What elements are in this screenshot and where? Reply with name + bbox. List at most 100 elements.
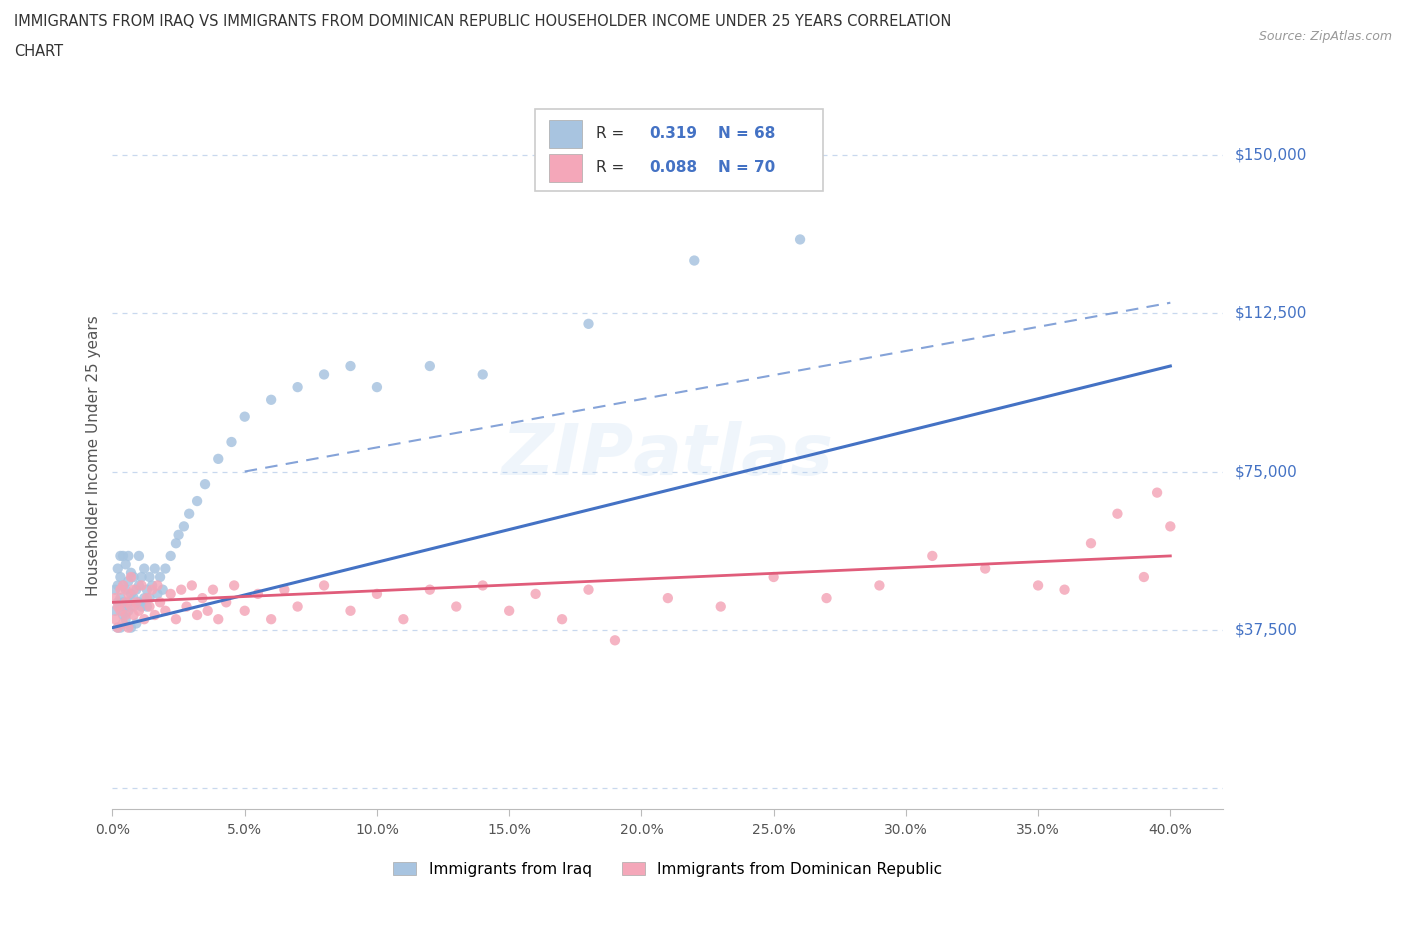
Point	[165, 612, 187, 627]
Point	[815, 591, 838, 605]
Text: $112,500: $112,500	[1234, 306, 1306, 321]
Point	[112, 595, 135, 610]
Point	[122, 569, 145, 584]
Point	[125, 582, 148, 597]
Point	[143, 561, 166, 576]
Point	[419, 582, 441, 597]
Point	[112, 578, 135, 593]
Text: ZIP​atlas: ZIP​atlas	[502, 421, 834, 490]
Text: 0.088: 0.088	[650, 160, 697, 176]
Point	[149, 569, 172, 584]
Point	[710, 599, 733, 614]
Point	[131, 578, 153, 593]
Point	[135, 599, 157, 614]
Point	[122, 599, 145, 614]
Point	[107, 595, 129, 610]
Point	[107, 578, 129, 593]
Point	[128, 549, 150, 564]
Point	[104, 591, 127, 605]
Point	[134, 612, 156, 627]
Point	[312, 578, 335, 593]
Point	[578, 316, 600, 331]
Point	[110, 591, 132, 605]
Point	[112, 578, 135, 593]
Point	[107, 620, 129, 635]
Point	[141, 582, 163, 597]
Point	[110, 620, 132, 635]
Point	[104, 582, 127, 597]
Point	[1080, 536, 1102, 551]
Point	[114, 582, 136, 597]
Point	[657, 591, 679, 605]
Text: $37,500: $37,500	[1234, 622, 1298, 637]
Point	[135, 582, 157, 597]
Point	[366, 379, 388, 394]
Point	[186, 494, 208, 509]
Point	[120, 565, 142, 580]
Point	[104, 612, 127, 627]
Point	[110, 582, 132, 597]
Point	[159, 587, 181, 602]
Text: R =: R =	[596, 160, 628, 176]
Point	[131, 599, 153, 614]
Point	[117, 620, 139, 635]
Point	[135, 591, 157, 605]
Point	[122, 607, 145, 622]
Point	[117, 604, 139, 618]
Text: 0.319: 0.319	[650, 126, 697, 141]
Point	[107, 620, 129, 635]
Point	[114, 599, 136, 614]
Point	[117, 595, 139, 610]
Point	[120, 569, 142, 584]
Point	[179, 506, 201, 521]
Point	[419, 359, 441, 374]
Point	[186, 607, 208, 622]
Point	[138, 599, 160, 614]
Point	[215, 595, 238, 610]
Point	[1026, 578, 1049, 593]
Text: $75,000: $75,000	[1234, 464, 1298, 479]
Point	[110, 604, 132, 618]
Point	[122, 582, 145, 597]
Point	[201, 582, 224, 597]
Point	[180, 578, 202, 593]
Point	[170, 582, 193, 597]
Point	[128, 604, 150, 618]
Point	[683, 253, 706, 268]
Point	[260, 392, 283, 407]
Point	[578, 582, 600, 597]
Point	[112, 616, 135, 631]
Point	[260, 612, 283, 627]
Point	[155, 604, 177, 618]
Point	[110, 569, 132, 584]
Point	[551, 612, 574, 627]
Point	[246, 587, 269, 602]
Text: R =: R =	[596, 126, 628, 141]
Point	[173, 519, 195, 534]
Point	[603, 633, 626, 648]
Point	[114, 607, 136, 622]
FancyBboxPatch shape	[534, 110, 824, 191]
Point	[191, 591, 214, 605]
Point	[207, 451, 229, 466]
Point	[141, 578, 163, 593]
Point	[789, 232, 811, 246]
Point	[921, 549, 943, 564]
Point	[974, 561, 997, 576]
Point	[134, 561, 156, 576]
Point	[107, 561, 129, 576]
Point	[149, 595, 172, 610]
Point	[207, 612, 229, 627]
Point	[114, 595, 136, 610]
Point	[176, 599, 198, 614]
Point	[143, 607, 166, 622]
Text: $150,000: $150,000	[1234, 148, 1306, 163]
Point	[233, 604, 256, 618]
Point	[125, 616, 148, 631]
Text: IMMIGRANTS FROM IRAQ VS IMMIGRANTS FROM DOMINICAN REPUBLIC HOUSEHOLDER INCOME UN: IMMIGRANTS FROM IRAQ VS IMMIGRANTS FROM …	[14, 14, 952, 29]
Point	[1133, 569, 1156, 584]
Point	[112, 549, 135, 564]
Point	[868, 578, 890, 593]
Point	[165, 536, 187, 551]
Point	[446, 599, 468, 614]
